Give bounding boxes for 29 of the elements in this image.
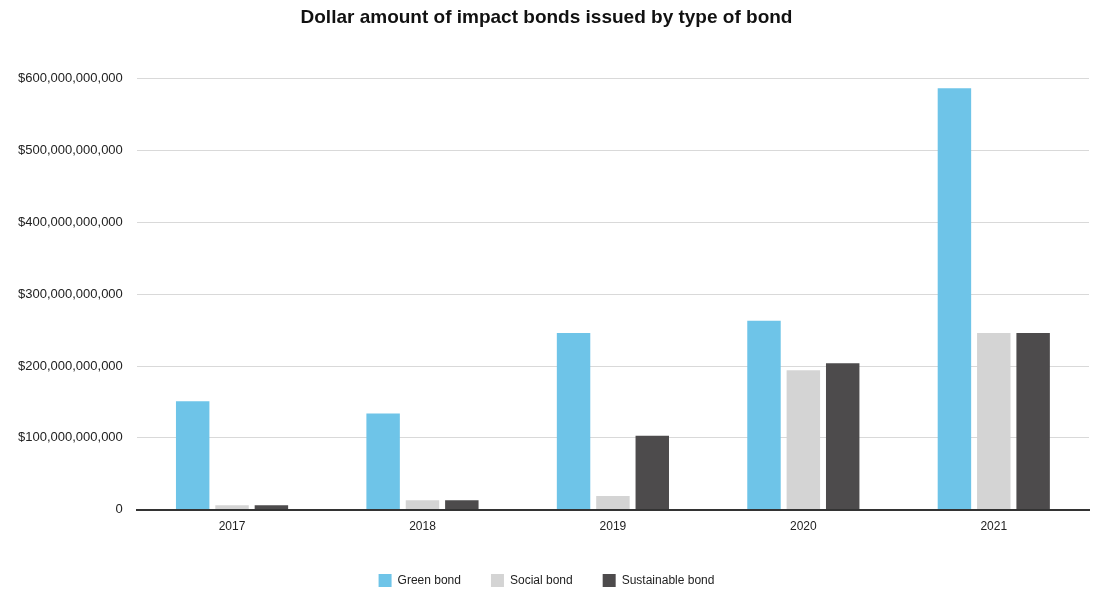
- bar: [825, 363, 860, 510]
- bar: [635, 435, 669, 510]
- bar: [366, 413, 400, 510]
- bar: [747, 320, 781, 510]
- y-tick-label: $500,000,000,000: [18, 142, 123, 158]
- bar: [175, 401, 210, 510]
- x-tick-label: 2020: [790, 519, 818, 534]
- y-tick-label: $400,000,000,000: [18, 213, 123, 229]
- chart-title: Dollar amount of impact bonds issued by type of bond: [300, 5, 793, 27]
- legend-label: Social bond: [509, 572, 573, 587]
- y-tick-label: 0: [115, 501, 123, 517]
- bar: [1016, 332, 1050, 510]
- bar: [405, 500, 440, 510]
- bar: [937, 88, 972, 510]
- y-tick-label: $300,000,000,000: [18, 285, 123, 301]
- legend-label: Green bond: [397, 572, 461, 587]
- y-tick-label: $200,000,000,000: [18, 357, 123, 373]
- x-tick-label: 2021: [980, 519, 1008, 534]
- bar: [445, 500, 479, 510]
- x-tick-label: 2019: [599, 519, 627, 534]
- y-tick-label: $600,000,000,000: [18, 70, 123, 86]
- bar: [596, 495, 630, 510]
- bar: [556, 332, 591, 510]
- legend-label: Sustainable bond: [621, 572, 715, 587]
- bar: [215, 505, 249, 510]
- bar: [254, 505, 289, 510]
- y-tick-label: $100,000,000,000: [18, 429, 123, 445]
- x-tick-label: 2018: [409, 519, 437, 534]
- x-tick-label: 2017: [218, 519, 246, 534]
